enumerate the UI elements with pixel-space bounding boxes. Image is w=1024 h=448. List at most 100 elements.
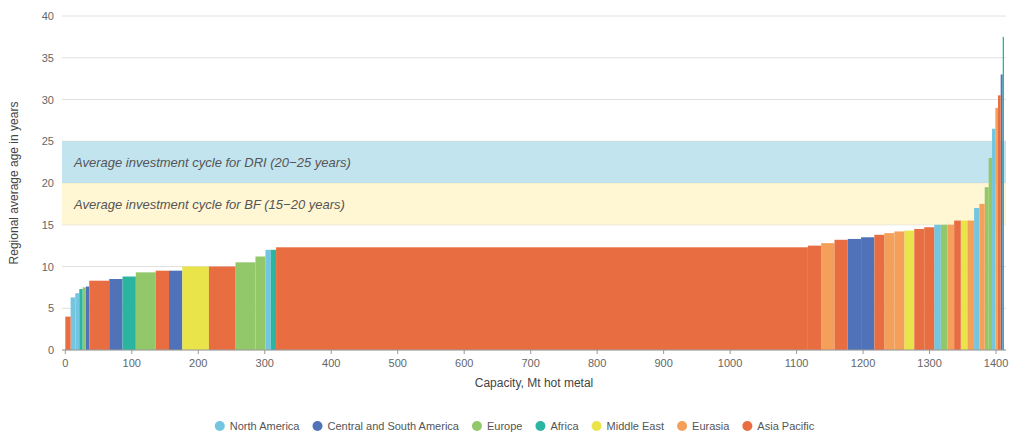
bar: [995, 108, 998, 350]
legend-swatch: [677, 421, 687, 431]
bar: [808, 246, 821, 350]
x-axis-label: Capacity, Mt hot metal: [475, 376, 594, 390]
x-tick-label: 0: [62, 357, 68, 369]
y-tick-label: 10: [42, 261, 54, 273]
bar: [979, 204, 984, 350]
legend-item: Africa: [535, 420, 579, 432]
bar: [992, 129, 995, 350]
y-tick-label: 25: [42, 135, 54, 147]
x-tick: [464, 350, 465, 354]
bar: [834, 240, 847, 350]
bar: [821, 243, 834, 350]
bar: [169, 271, 182, 350]
bar: [947, 225, 954, 350]
x-tick-label: 900: [654, 357, 672, 369]
grid-line: [62, 16, 1006, 17]
x-tick-label: 1400: [984, 357, 1008, 369]
bar: [83, 287, 86, 350]
x-tick: [530, 350, 531, 354]
legend-item: Europe: [472, 420, 522, 432]
legend-swatch: [215, 421, 225, 431]
legend-label: Middle East: [607, 420, 664, 432]
x-tick-label: 800: [588, 357, 606, 369]
legend-label: Central and South America: [327, 420, 459, 432]
bar: [182, 267, 209, 351]
legend-label: Africa: [550, 420, 579, 432]
x-tick: [863, 350, 864, 354]
legend-swatch: [472, 421, 482, 431]
x-tick: [663, 350, 664, 354]
y-tick-label: 5: [48, 302, 54, 314]
bar: [1001, 74, 1003, 350]
bar: [954, 221, 961, 350]
y-tick-label: 15: [42, 219, 54, 231]
band: [62, 183, 1006, 225]
bar: [904, 231, 914, 350]
x-tick-label: 400: [322, 357, 340, 369]
x-tick-label: 600: [455, 357, 473, 369]
x-tick: [331, 350, 332, 354]
legend-item: North America: [215, 420, 301, 432]
y-tick-label: 40: [42, 10, 54, 22]
bar: [209, 267, 236, 351]
bar: [894, 231, 904, 350]
legend-item: Asia Pacific: [742, 420, 814, 432]
legend-item: Eurasia: [677, 420, 730, 432]
x-tick: [65, 350, 66, 354]
x-tick: [597, 350, 598, 354]
bar: [65, 317, 70, 350]
bar: [1003, 37, 1004, 350]
y-tick-label: 0: [48, 344, 54, 356]
x-tick-label: 1300: [917, 357, 941, 369]
bar: [89, 281, 109, 350]
bar: [86, 287, 89, 350]
x-tick: [796, 350, 797, 354]
x-tick: [198, 350, 199, 354]
x-tick-label: 1000: [718, 357, 742, 369]
grid-line: [62, 350, 1006, 351]
y-axis-label: Regional average age in years: [7, 102, 21, 265]
x-tick: [730, 350, 731, 354]
grid-line: [62, 57, 1006, 58]
x-tick-label: 500: [389, 357, 407, 369]
bar: [276, 247, 808, 350]
bars: [65, 37, 1004, 350]
x-tick-label: 100: [123, 357, 141, 369]
bar: [848, 239, 861, 350]
y-tick-label: 35: [42, 52, 54, 64]
legend: North America Central and South America Eu…: [215, 420, 815, 432]
legend-swatch: [592, 421, 602, 431]
band-label: Average investment cycle for DRI (20−25 …: [73, 155, 351, 170]
bar: [861, 237, 874, 350]
legend-label: North America: [230, 420, 301, 432]
bar: [989, 158, 992, 350]
legend-swatch: [312, 421, 322, 431]
bar: [884, 233, 894, 350]
grid: [62, 16, 1006, 350]
bar: [974, 208, 979, 350]
bar: [75, 293, 79, 350]
chart: 0510152025303540Average investment cycle…: [0, 0, 1024, 448]
bar: [136, 272, 156, 350]
bands: [62, 141, 1006, 225]
x-tick: [996, 350, 997, 354]
x-tick: [264, 350, 265, 354]
bar: [122, 277, 135, 350]
bar: [271, 250, 276, 350]
bar: [967, 221, 974, 350]
legend-item: Central and South America: [312, 420, 459, 432]
bar: [934, 225, 941, 350]
bar: [914, 229, 924, 350]
bar: [156, 271, 169, 350]
x-tick: [397, 350, 398, 354]
legend-label: Eurasia: [692, 420, 730, 432]
bar: [236, 262, 256, 350]
x-tick-label: 700: [521, 357, 539, 369]
x-tick: [131, 350, 132, 354]
legend-label: Asia Pacific: [757, 420, 814, 432]
bar: [924, 227, 934, 350]
bar: [265, 250, 270, 350]
bar: [874, 235, 884, 350]
y-tick-label: 20: [42, 177, 54, 189]
legend-swatch: [742, 421, 752, 431]
